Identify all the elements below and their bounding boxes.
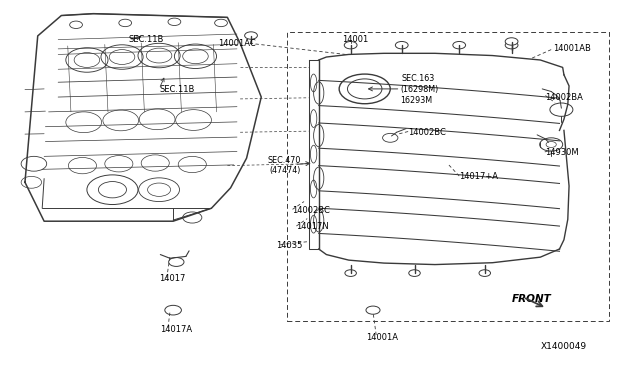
Text: 14017N: 14017N [296,222,329,231]
Text: SEC.163: SEC.163 [402,74,435,83]
Circle shape [479,270,490,276]
Circle shape [453,41,466,49]
Text: 14017+A: 14017+A [460,172,498,181]
Text: 14017A: 14017A [161,325,193,334]
Text: SEC.470: SEC.470 [268,155,301,164]
Circle shape [396,41,408,49]
Text: FRONT: FRONT [511,294,551,304]
Circle shape [366,306,380,314]
Text: 14001: 14001 [342,35,369,44]
Text: 14002BC: 14002BC [292,206,330,215]
Bar [287,32,609,321]
Text: SEC.11B: SEC.11B [159,85,195,94]
Text: 14002BA: 14002BA [545,93,583,102]
Circle shape [345,270,356,276]
Text: X1400049: X1400049 [540,341,586,350]
Text: (16298M): (16298M) [401,85,438,94]
Circle shape [169,257,184,266]
Text: 14001AB: 14001AB [553,44,591,53]
Circle shape [505,38,518,45]
Text: 14001A: 14001A [366,333,398,342]
Text: 16293M: 16293M [401,96,433,105]
Text: (47474): (47474) [269,166,300,174]
Circle shape [505,41,518,49]
Circle shape [344,41,357,49]
Text: 14001AC: 14001AC [218,39,255,48]
Circle shape [244,32,257,39]
Text: 14017: 14017 [159,274,186,283]
Text: 14035: 14035 [276,241,303,250]
Text: 14002BC: 14002BC [408,128,446,137]
Text: SEC.11B: SEC.11B [129,35,164,44]
Circle shape [409,270,420,276]
Text: 14930M: 14930M [545,148,579,157]
